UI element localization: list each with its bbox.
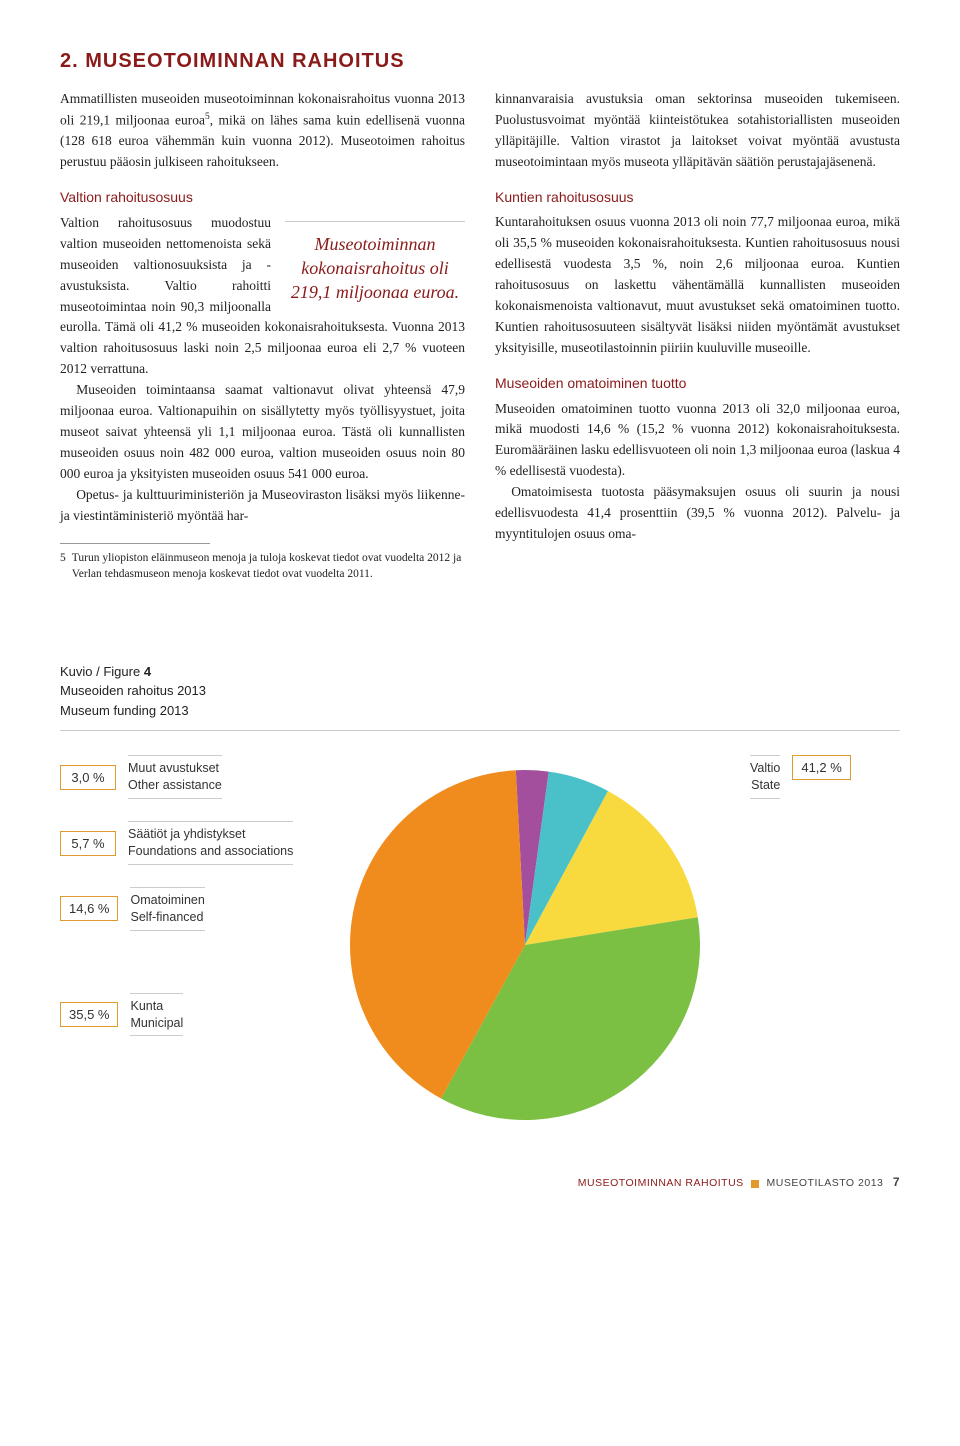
label-text: Säätiöt ja yhdistyksetFoundations and as… (128, 821, 293, 865)
label-text: KuntaMunicipal (130, 993, 183, 1037)
footer-section: MUSEOTOIMINNAN RAHOITUS (578, 1177, 744, 1189)
footnote: 5 Turun yliopiston eläinmuseon menoja ja… (60, 550, 465, 582)
footnote-separator (60, 543, 210, 544)
footnote-number: 5 (60, 550, 66, 582)
page-title: 2. MUSEOTOIMINNAN RAHOITUS (60, 50, 900, 73)
footer-page-number: 7 (893, 1175, 900, 1189)
intro-paragraph: Ammatillisten museoiden museotoiminnan k… (60, 89, 465, 173)
text-columns: Ammatillisten museoiden museotoiminnan k… (60, 89, 900, 582)
figure-caption: Kuvio / Figure 4 Museoiden rahoitus 2013… (60, 662, 900, 721)
right-column: kinnanvaraisia avustuksia oman sektorins… (495, 89, 900, 582)
paragraph-right-3: Museoiden omatoiminen tuotto vuonna 2013… (495, 399, 900, 483)
label-row-self: 14,6 % OmatoiminenSelf-financed (60, 887, 300, 931)
pie-chart (335, 755, 715, 1135)
figure-underline (60, 730, 900, 731)
figure-4: Kuvio / Figure 4 Museoiden rahoitus 2013… (60, 662, 900, 1136)
chart-labels-right: ValtioState 41,2 % (750, 755, 900, 799)
pct-box: 5,7 % (60, 831, 116, 856)
footnote-text: Turun yliopiston eläinmuseon menoja ja t… (72, 550, 465, 582)
left-column: Ammatillisten museoiden museotoiminnan k… (60, 89, 465, 582)
pct-box: 3,0 % (60, 765, 116, 790)
label-text: Muut avustuksetOther assistance (128, 755, 222, 799)
subhead-valtion: Valtion rahoitusosuus (60, 187, 465, 209)
footer-square-icon (751, 1180, 759, 1188)
pct-box: 14,6 % (60, 896, 118, 921)
pct-box: 41,2 % (792, 755, 850, 780)
label-row-municipal: 35,5 % KuntaMunicipal (60, 993, 300, 1037)
pull-quote: Museotoiminnan kokonaisrahoitus oli 219,… (285, 221, 465, 305)
subhead-kuntien: Kuntien rahoitusosuus (495, 187, 900, 209)
chart-labels-left: 3,0 % Muut avustuksetOther assistance 5,… (60, 755, 300, 1036)
paragraph-left-1b: Museoiden toimintaansa saamat valtionavu… (60, 380, 465, 485)
pct-box: 35,5 % (60, 1002, 118, 1027)
footer-doc: MUSEOTILASTO 2013 (767, 1177, 884, 1189)
chart-area: 3,0 % Muut avustuksetOther assistance 5,… (60, 755, 900, 1135)
label-row-foundations: 5,7 % Säätiöt ja yhdistyksetFoundations … (60, 821, 300, 865)
page-footer: MUSEOTOIMINNAN RAHOITUS MUSEOTILASTO 201… (60, 1175, 900, 1189)
pie-chart-wrap (310, 755, 740, 1135)
paragraph-right-3b: Omatoimisesta tuotosta pääsymaksujen osu… (495, 482, 900, 545)
label-text: ValtioState (750, 755, 780, 799)
label-text: OmatoiminenSelf-financed (130, 887, 204, 931)
label-row-other: 3,0 % Muut avustuksetOther assistance (60, 755, 300, 799)
subhead-omatoiminen: Museoiden omatoiminen tuotto (495, 373, 900, 395)
paragraph-right-0: kinnanvaraisia avustuksia oman sektorins… (495, 89, 900, 173)
paragraph-left-1c: Opetus- ja kulttuuriministeriön ja Museo… (60, 485, 465, 527)
paragraph-right-2: Kuntarahoituksen osuus vuonna 2013 oli n… (495, 212, 900, 358)
